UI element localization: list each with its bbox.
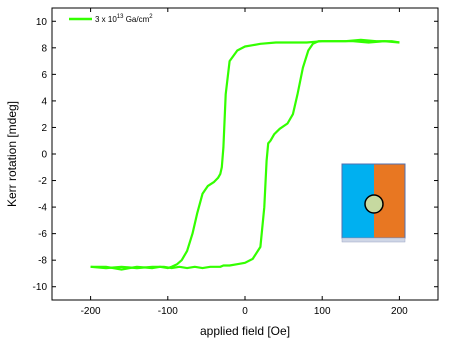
y-axis-title: Kerr rotation [mdeg] [5,101,19,207]
x-tick-label: -100 [158,306,178,317]
legend-exponent: 13 [117,14,124,20]
x-axis: -200 -100 0 100 200 [81,8,408,317]
inset-substrate [341,237,406,243]
series-line-descending [90,40,400,271]
y-tick-label: 6 [41,70,47,81]
legend: 3 x 1013 Ga/cm2 [69,14,153,24]
y-tick-label: -4 [38,203,47,214]
y-tick-label: 4 [41,96,47,107]
y-tick-label: 10 [36,17,48,28]
y-tick-label: 0 [41,150,47,161]
legend-unit: Ga/cm [123,15,149,24]
y-axis: -10 -8 -6 -4 -2 0 2 4 6 8 10 [33,17,438,293]
inset-laser-spot [364,194,384,214]
sample-inset [341,163,406,243]
legend-unit-exponent: 2 [149,14,153,20]
x-tick-label: 0 [242,306,248,317]
legend-base: 3 x 10 [95,15,117,24]
y-tick-label: -10 [33,282,48,293]
y-tick-label: 8 [41,43,47,54]
y-tick-label: -6 [38,229,47,240]
y-tick-label: -8 [38,256,47,267]
y-tick-label: 2 [41,123,47,134]
x-tick-label: -200 [81,306,101,317]
x-tick-label: 100 [314,306,331,317]
plot-frame [51,7,439,301]
x-axis-title: applied field [Oe] [200,324,290,338]
x-tick-label: 200 [391,306,408,317]
legend-label: 3 x 1013 Ga/cm2 [95,14,153,24]
y-tick-label: -2 [38,176,47,187]
series-layer [90,38,400,271]
